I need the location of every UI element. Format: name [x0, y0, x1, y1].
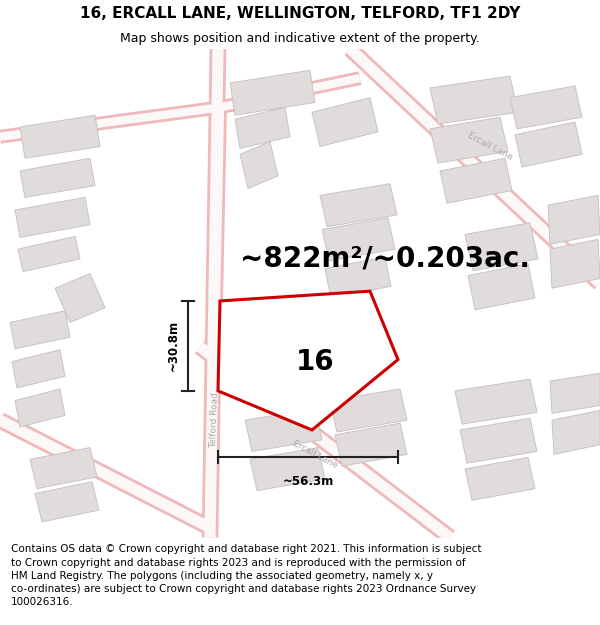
- Text: Ercall Lane: Ercall Lane: [466, 131, 514, 162]
- Text: Map shows position and indicative extent of the property.: Map shows position and indicative extent…: [120, 31, 480, 44]
- Polygon shape: [335, 423, 407, 466]
- Polygon shape: [460, 418, 537, 463]
- Polygon shape: [15, 198, 90, 238]
- Polygon shape: [440, 158, 512, 203]
- Polygon shape: [20, 115, 100, 158]
- Polygon shape: [430, 117, 508, 163]
- Text: 16, ERCALL LANE, WELLINGTON, TELFORD, TF1 2DY: 16, ERCALL LANE, WELLINGTON, TELFORD, TF…: [80, 6, 520, 21]
- Polygon shape: [15, 389, 65, 427]
- Polygon shape: [468, 264, 535, 310]
- Polygon shape: [35, 482, 99, 522]
- Polygon shape: [322, 218, 395, 261]
- Polygon shape: [510, 86, 582, 129]
- Polygon shape: [552, 411, 600, 454]
- Polygon shape: [265, 350, 327, 393]
- Polygon shape: [455, 379, 537, 424]
- Polygon shape: [548, 196, 600, 244]
- Polygon shape: [330, 389, 407, 432]
- Polygon shape: [250, 448, 325, 491]
- Text: 16: 16: [296, 348, 334, 376]
- Polygon shape: [235, 107, 290, 149]
- Text: Telford Road: Telford Road: [209, 392, 220, 448]
- Polygon shape: [10, 311, 70, 349]
- Polygon shape: [550, 239, 600, 288]
- Polygon shape: [12, 350, 65, 388]
- Polygon shape: [18, 236, 80, 272]
- Polygon shape: [320, 184, 397, 227]
- Polygon shape: [30, 448, 97, 489]
- Polygon shape: [465, 458, 535, 501]
- Polygon shape: [55, 274, 105, 322]
- Polygon shape: [20, 158, 95, 198]
- Polygon shape: [430, 76, 518, 124]
- Text: ~822m²/~0.203ac.: ~822m²/~0.203ac.: [240, 245, 530, 273]
- Polygon shape: [240, 142, 278, 189]
- Polygon shape: [218, 291, 398, 430]
- Text: Contains OS data © Crown copyright and database right 2021. This information is : Contains OS data © Crown copyright and d…: [11, 544, 481, 608]
- Polygon shape: [312, 98, 378, 146]
- Text: ~56.3m: ~56.3m: [283, 475, 334, 488]
- Polygon shape: [550, 373, 600, 413]
- Polygon shape: [515, 122, 582, 167]
- Polygon shape: [465, 222, 538, 271]
- Polygon shape: [230, 70, 315, 115]
- Text: Ercall Lane: Ercall Lane: [291, 439, 339, 470]
- Polygon shape: [325, 257, 391, 298]
- Polygon shape: [245, 409, 322, 451]
- Text: ~30.8m: ~30.8m: [167, 321, 180, 371]
